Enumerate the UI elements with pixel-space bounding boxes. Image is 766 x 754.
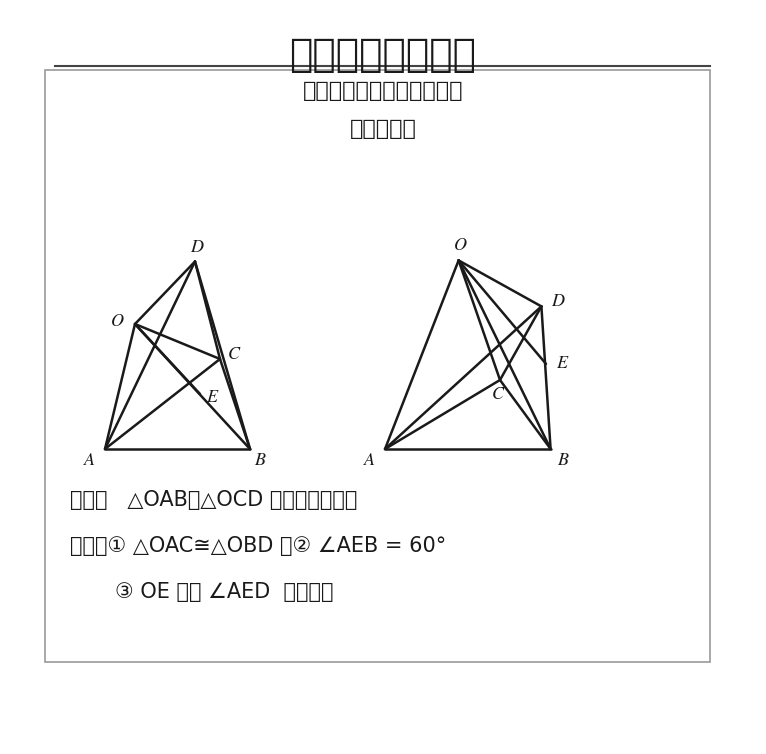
Text: 条件：   △OAB，△OCD 均为等边三角形: 条件： △OAB，△OCD 均为等边三角形 — [70, 490, 358, 510]
Text: D: D — [191, 239, 204, 256]
Text: E: E — [557, 355, 568, 372]
Text: E: E — [207, 390, 218, 406]
Text: 结论：① △OAC≅△OBD ；② ∠AEB = 60°: 结论：① △OAC≅△OBD ；② ∠AEB = 60° — [70, 536, 447, 556]
Text: O: O — [110, 314, 123, 330]
Text: 模型一：手拉手模型一全等: 模型一：手拉手模型一全等 — [303, 81, 463, 101]
FancyBboxPatch shape — [45, 70, 710, 662]
Text: 经典模型系列手册: 经典模型系列手册 — [290, 36, 476, 74]
Text: C: C — [492, 387, 504, 403]
Text: A: A — [364, 452, 375, 470]
Text: B: B — [557, 452, 568, 470]
Text: O: O — [454, 237, 467, 254]
Text: B: B — [254, 452, 266, 470]
Text: 等边三角形: 等边三角形 — [349, 119, 417, 139]
Text: D: D — [551, 293, 564, 310]
Text: ③ OE 平分 ∠AED  （易忘）: ③ OE 平分 ∠AED （易忘） — [115, 582, 333, 602]
Text: A: A — [83, 452, 94, 470]
Text: C: C — [228, 347, 240, 363]
